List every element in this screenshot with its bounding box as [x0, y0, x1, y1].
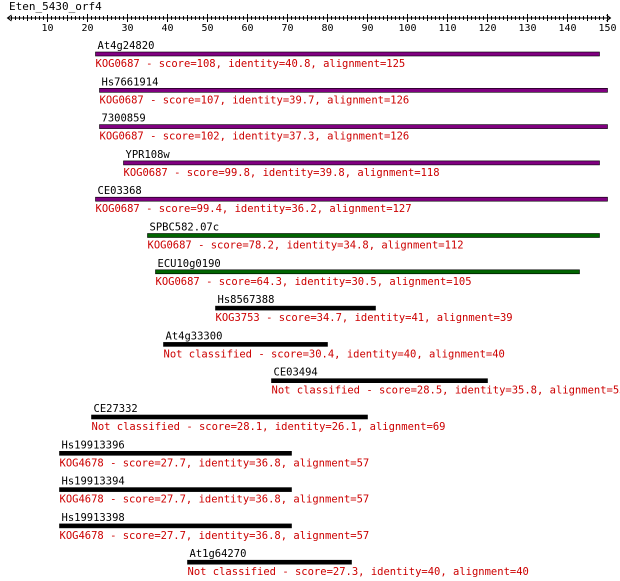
hit-row: Hs19913394 KOG4678 - score=27.7, identity…	[59, 476, 370, 506]
hit-name[interactable]: SPBC582.07c	[150, 222, 220, 234]
hit-name[interactable]: ECU10g0190	[158, 258, 221, 270]
hit-name[interactable]: 7300859	[102, 113, 146, 125]
hit-row: CE03368 KOG0687 - score=99.4, identity=36…	[95, 185, 608, 215]
ruler-tick-label: 70	[281, 23, 293, 34]
ruler-tick-label: 80	[321, 23, 333, 34]
hit-name[interactable]: At4g33300	[166, 330, 223, 342]
ruler-tick-label: 100	[398, 23, 416, 34]
hit-row: Hs19913396 KOG4678 - score=27.7, identity…	[59, 439, 370, 469]
hit-name[interactable]: At1g64270	[190, 548, 247, 560]
hit-description: KOG0687 - score=99.4, identity=36.2, ali…	[96, 203, 412, 215]
hit-description: Not classified - score=28.5, identity=35…	[272, 385, 620, 397]
alignment-bar[interactable]	[95, 196, 608, 202]
hit-row: SPBC582.07c KOG0687 - score=78.2, identit…	[147, 222, 600, 252]
ruler-tick-label: 130	[518, 23, 536, 34]
hit-description: KOG4678 - score=27.7, identity=36.8, ali…	[60, 530, 370, 542]
hit-description: Not classified - score=27.3, identity=40…	[188, 566, 529, 578]
alignment-bar[interactable]	[155, 269, 580, 275]
hit-description: KOG0687 - score=108, identity=40.8, alig…	[96, 58, 406, 70]
alignment-bar[interactable]	[123, 160, 600, 166]
ruler-left-arrow	[6, 14, 12, 22]
alignment-bar[interactable]	[59, 450, 292, 456]
ruler-tick-label: 60	[241, 23, 253, 34]
hit-name[interactable]: CE03368	[98, 185, 142, 197]
hit-description: KOG4678 - score=27.7, identity=36.8, ali…	[60, 494, 370, 506]
hit-description: Not classified - score=28.1, identity=26…	[92, 421, 446, 433]
hit-name[interactable]: Hs19913396	[62, 439, 125, 451]
ruler-tick-label: 90	[361, 23, 373, 34]
hit-name[interactable]: At4g24820	[98, 40, 155, 52]
hit-row: At4g24820 KOG0687 - score=108, identity=4…	[95, 40, 600, 70]
hit-row: At4g33300 Not classified - score=30.4, id…	[163, 330, 505, 360]
alignment-bar[interactable]	[59, 523, 292, 529]
hit-description: KOG0687 - score=102, identity=37.3, alig…	[100, 131, 410, 143]
hit-row: Hs8567388 KOG3753 - score=34.7, identity=…	[215, 294, 513, 324]
alignment-bar[interactable]	[59, 487, 292, 492]
hit-name[interactable]: Hs19913394	[62, 476, 125, 488]
ruler-tick-label: 40	[161, 23, 173, 34]
hit-name[interactable]: Hs19913398	[62, 512, 125, 524]
ruler: 10 20 30 40 50 60 70 80 90 100 110 120 130 140 150	[6, 14, 617, 34]
hit-row: Hs7661914 KOG0687 - score=107, identity=3…	[99, 76, 608, 106]
alignment-bar[interactable]	[95, 51, 600, 57]
alignment-bar[interactable]	[187, 559, 352, 565]
alignment-bar[interactable]	[271, 378, 488, 384]
hit-row: ECU10g0190 KOG0687 - score=64.3, identity…	[155, 258, 580, 288]
hit-row: CE27332 Not classified - score=28.1, iden…	[91, 403, 446, 433]
ruler-tick-label: 110	[438, 23, 456, 34]
hit-name[interactable]: CE03494	[274, 367, 318, 379]
hit-row: Hs19913398 KOG4678 - score=27.7, identity…	[59, 512, 370, 542]
hit-description: KOG3753 - score=34.7, identity=41, align…	[216, 312, 513, 324]
hit-row: CE03494 Not classified - score=28.5, iden…	[271, 367, 620, 397]
alignment-bar[interactable]	[99, 124, 608, 129]
hit-row: 7300859 KOG0687 - score=102, identity=37.…	[99, 113, 608, 143]
ruler-tick-label: 30	[121, 23, 133, 34]
ruler-tick-label: 50	[201, 23, 213, 34]
hit-description: KOG4678 - score=27.7, identity=36.8, ali…	[60, 457, 370, 469]
alignment-bar[interactable]	[147, 233, 600, 238]
alignment-bar[interactable]	[99, 88, 608, 93]
hit-description: Not classified - score=30.4, identity=40…	[164, 348, 505, 360]
query-label: Eten_5430_orf4	[9, 0, 102, 13]
alignment-bar[interactable]	[215, 305, 376, 311]
hit-description: KOG0687 - score=78.2, identity=34.8, ali…	[148, 240, 464, 252]
hit-list: At4g24820 KOG0687 - score=108, identity=4…	[59, 40, 620, 578]
alignment-bar[interactable]	[91, 414, 368, 420]
hit-description: KOG0687 - score=107, identity=39.7, alig…	[100, 94, 410, 106]
hit-row: YPR108w KOG0687 - score=99.8, identity=39…	[123, 149, 600, 179]
alignment-bar[interactable]	[163, 342, 328, 347]
hit-name[interactable]: Hs7661914	[102, 76, 159, 88]
ruler-tick-label: 150	[598, 23, 616, 34]
hit-name[interactable]: YPR108w	[126, 149, 171, 161]
hit-row: At1g64270 Not classified - score=27.3, id…	[187, 548, 529, 578]
hit-name[interactable]: CE27332	[94, 403, 138, 415]
hit-description: KOG0687 - score=99.8, identity=39.8, ali…	[124, 167, 440, 179]
hit-description: KOG0687 - score=64.3, identity=30.5, ali…	[156, 276, 472, 288]
ruler-tick-label: 20	[81, 23, 93, 34]
ruler-tick-label: 140	[558, 23, 576, 34]
ruler-tick-label: 120	[478, 23, 496, 34]
ruler-tick-label: 10	[41, 23, 53, 34]
hit-name[interactable]: Hs8567388	[218, 294, 275, 306]
